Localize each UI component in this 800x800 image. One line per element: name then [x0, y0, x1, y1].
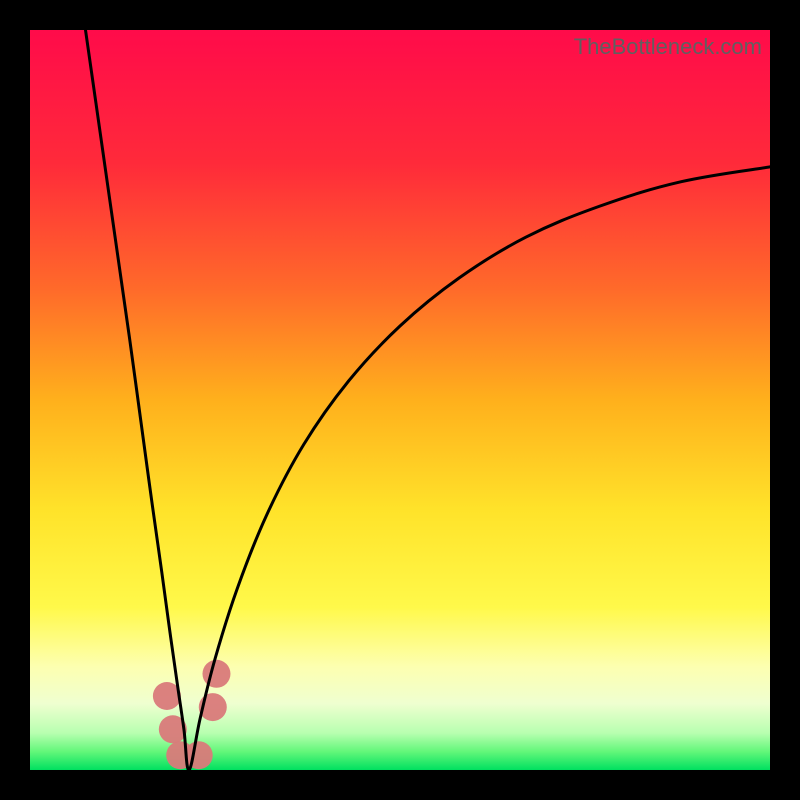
curve-layer: [30, 30, 770, 770]
bottleneck-curve: [86, 30, 771, 770]
plot-area: [30, 30, 770, 770]
markers-group: [153, 660, 231, 769]
watermark-text: TheBottleneck.com: [574, 34, 762, 60]
chart-frame: TheBottleneck.com: [0, 0, 800, 800]
marker-dot: [185, 741, 213, 769]
marker-dot: [202, 660, 230, 688]
